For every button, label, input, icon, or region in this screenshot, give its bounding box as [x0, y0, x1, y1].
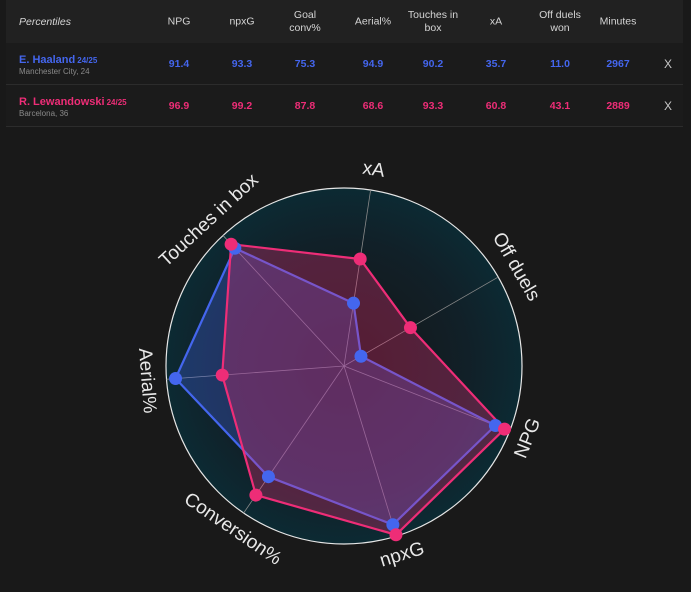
stat-value-off-duels-won: 11.0	[550, 58, 570, 70]
player-name[interactable]: E. Haaland 24/25	[19, 54, 98, 66]
player-season: 24/25	[77, 56, 98, 65]
player-subtitle: Barcelona, 36	[19, 109, 69, 118]
axis-line-touches-in-box	[222, 235, 345, 367]
percentiles-table: Percentiles NPG npxG Goal conv% Aerial% Touch…	[6, 0, 683, 127]
stat-value-touches-in-box: 90.2	[422, 58, 444, 70]
column-header-npg[interactable]: NPG	[167, 15, 191, 27]
stat-value-minutes: 2967	[606, 58, 630, 70]
stat-value-npg: 96.9	[168, 100, 190, 112]
remove-player-button[interactable]: X	[664, 99, 673, 113]
axis-line-npxg	[343, 365, 397, 537]
data-point-touches-in-box	[224, 237, 238, 251]
series-area-haaland	[174, 247, 497, 526]
stat-value-minutes: 2889	[606, 100, 630, 112]
data-point-aerial-	[169, 372, 183, 386]
data-point-conversion-	[249, 488, 263, 502]
stat-value-xa: 35.7	[485, 58, 507, 70]
data-point-npxg	[386, 518, 400, 532]
remove-player-button[interactable]: X	[664, 57, 673, 71]
percentiles-header: Percentiles	[19, 15, 71, 28]
player-season: 24/25	[106, 98, 127, 107]
axis-label-aerial-: Aerial%	[134, 347, 160, 414]
series-area-lewandowski	[221, 243, 506, 536]
stat-value-aerial-: 68.6	[362, 100, 384, 112]
data-point-xa	[347, 296, 361, 310]
stat-value-xa: 60.8	[485, 100, 507, 112]
table-header-row: Percentiles NPG npxG Goal conv% Aerial% Touch…	[6, 0, 683, 43]
column-header-minutes[interactable]: Minutes	[599, 15, 637, 27]
column-header-goal-conv-[interactable]: Goal conv%	[289, 8, 321, 34]
player-row: E. Haaland 24/25 Manchester City, 24 91.4 93…	[6, 43, 683, 85]
axis-line-npg	[343, 365, 510, 432]
column-header-xa[interactable]: xA	[489, 15, 503, 27]
axis-label-npg: NPG	[511, 415, 546, 461]
column-header-npxg[interactable]: npxG	[229, 15, 255, 27]
column-header-aerial-[interactable]: Aerial%	[354, 15, 392, 27]
data-point-xa	[353, 252, 367, 266]
stat-value-npg: 91.4	[168, 58, 190, 70]
stat-value-goal-conv-: 87.8	[294, 100, 316, 112]
axis-line-aerial-	[166, 365, 345, 380]
axis-line-conversion-	[243, 365, 345, 514]
axis-label-npxg: npxG	[377, 538, 427, 571]
column-header-off-duels-won[interactable]: Off duels won	[539, 8, 581, 34]
stat-value-off-duels-won: 43.1	[549, 100, 571, 112]
player-subtitle: Manchester City, 24	[19, 67, 90, 76]
data-point-conversion-	[261, 470, 275, 484]
stat-value-goal-conv-: 75.3	[294, 58, 316, 70]
player-name[interactable]: R. Lewandowski 24/25	[19, 96, 127, 108]
data-point-aerial-	[215, 368, 229, 382]
stat-value-aerial-: 94.9	[362, 58, 384, 70]
stat-value-touches-in-box: 93.3	[422, 100, 444, 112]
column-header-touches-in-box[interactable]: Touches in box	[407, 8, 459, 34]
stat-value-npxg: 93.3	[231, 58, 253, 70]
data-point-off-duels	[354, 349, 368, 363]
data-point-off-duels	[403, 321, 417, 335]
axis-line-xa	[343, 189, 372, 367]
axis-line-off-duels	[343, 276, 499, 367]
player-row: R. Lewandowski 24/25 Barcelona, 36 96.9 99.2…	[6, 85, 683, 127]
stat-value-npxg: 99.2	[231, 100, 253, 112]
axis-label-xa: xA	[361, 158, 386, 182]
data-point-npxg	[389, 528, 403, 542]
data-point-npg	[498, 422, 512, 436]
